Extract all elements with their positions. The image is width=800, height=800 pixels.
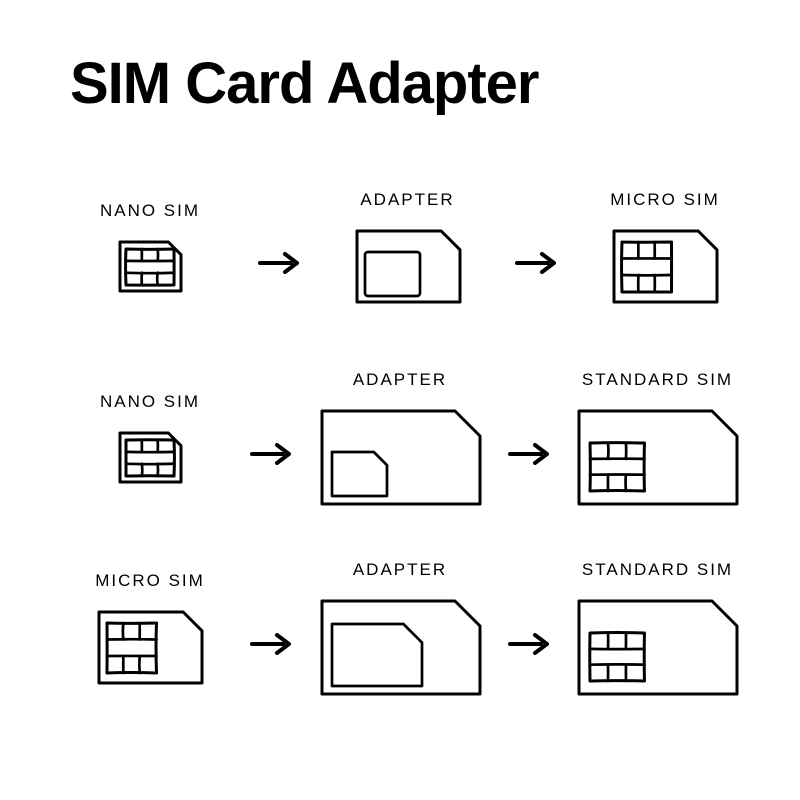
sim-cell-nano: NANO SIM <box>75 392 225 486</box>
diagram-row-0: NANO SIM ADAPTER MICRO SIM <box>75 190 740 306</box>
cell-label: STANDARD SIM <box>582 370 733 390</box>
arrow-icon <box>511 250 561 276</box>
arrow-icon <box>246 631 296 657</box>
sim-cell-micro: MICRO SIM <box>590 190 740 306</box>
cell-label: MICRO SIM <box>610 190 720 210</box>
diagram-row-1: NANO SIM ADAPTER STANDARD SIM <box>75 370 740 508</box>
cell-label: STANDARD SIM <box>582 560 733 580</box>
cell-label: ADAPTER <box>353 560 447 580</box>
sim-cell-standard: STANDARD SIM <box>575 560 740 698</box>
sim-cell-nano: NANO SIM <box>75 201 225 295</box>
cell-label: ADAPTER <box>353 370 447 390</box>
sim-cell-std-adapter: ADAPTER <box>318 560 483 698</box>
sim-cell-micro: MICRO SIM <box>75 571 225 687</box>
micro-adapter-icon <box>353 228 463 306</box>
micro-icon <box>95 609 205 687</box>
cell-label: MICRO SIM <box>95 571 205 591</box>
standard-icon <box>575 408 740 508</box>
standard-icon <box>575 598 740 698</box>
cell-label: NANO SIM <box>100 392 200 412</box>
arrow-icon <box>254 250 304 276</box>
arrow-icon <box>504 441 554 467</box>
nano-icon <box>116 239 184 295</box>
sim-cell-standard: STANDARD SIM <box>575 370 740 508</box>
diagram-row-2: MICRO SIM ADAPTER STANDARD SIM <box>75 560 740 698</box>
cell-label: NANO SIM <box>100 201 200 221</box>
micro-icon <box>610 228 720 306</box>
sim-cell-micro-adapter: ADAPTER <box>333 190 483 306</box>
nano-icon <box>116 430 184 486</box>
std-adapter-icon <box>318 408 483 508</box>
cell-label: ADAPTER <box>360 190 454 210</box>
arrow-icon <box>246 441 296 467</box>
std-adapter-icon <box>318 598 483 698</box>
page-title: SIM Card Adapter <box>70 50 538 117</box>
sim-cell-std-adapter: ADAPTER <box>318 370 483 508</box>
arrow-icon <box>504 631 554 657</box>
